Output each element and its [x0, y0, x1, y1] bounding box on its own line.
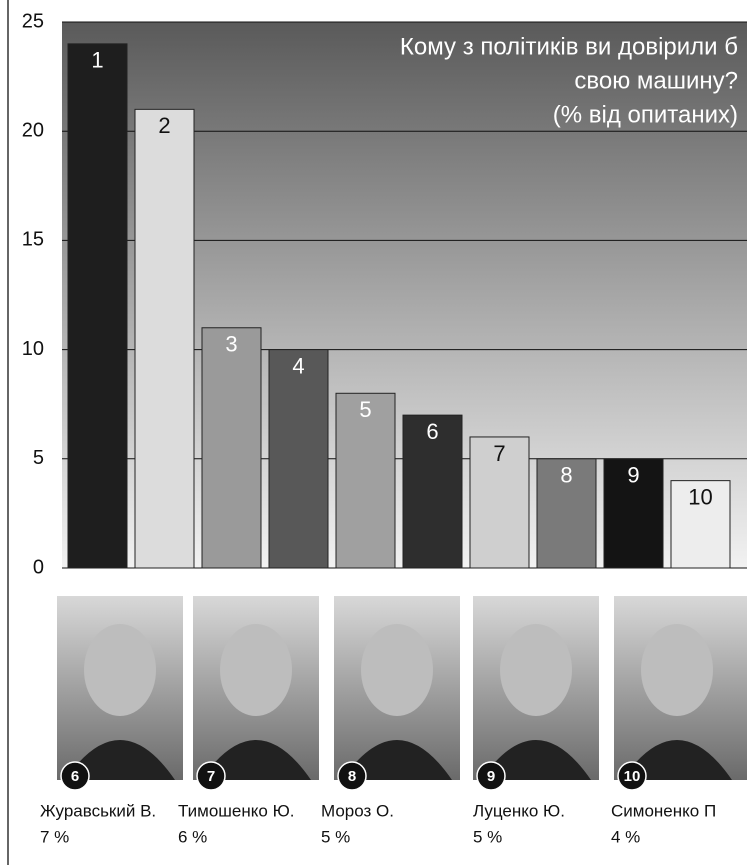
portrait-head: [641, 624, 713, 716]
y-tick-label: 25: [22, 10, 44, 32]
badge-number: 7: [207, 768, 215, 785]
person-share: 4 %: [611, 827, 640, 846]
photo-row: 6 Журавський В. 7 % 7 Тимошенко Ю. 6 % 8 Мороз …: [40, 596, 747, 846]
y-tick-label: 10: [22, 338, 44, 360]
badge-number: 8: [348, 768, 356, 785]
bar-label: 6: [426, 419, 438, 444]
portrait-head: [84, 624, 156, 716]
y-tick-label: 15: [22, 229, 44, 251]
bar-label: 3: [225, 332, 237, 357]
y-tick-label: 0: [33, 556, 44, 578]
bar: [202, 328, 261, 568]
person-name: Луценко Ю.: [473, 801, 565, 820]
y-tick-label: 5: [33, 447, 44, 469]
y-tick-label: 20: [22, 119, 44, 141]
portrait-head: [220, 624, 292, 716]
portrait-head: [500, 624, 572, 716]
bar-label: 7: [493, 441, 505, 466]
bar-label: 5: [359, 397, 371, 422]
person-name: Журавський В.: [40, 801, 156, 820]
bar-label: 8: [560, 463, 572, 488]
badge-number: 10: [624, 768, 641, 785]
bar-label: 10: [688, 484, 712, 509]
person-share: 5 %: [473, 827, 502, 846]
person-name: Симоненко П: [611, 801, 716, 820]
chart-title: свою машину?: [574, 67, 738, 94]
chart-title: Кому з політиків ви довірили б: [400, 33, 738, 60]
badge-number: 9: [487, 768, 495, 785]
bar: [135, 109, 194, 568]
badge-number: 6: [71, 768, 79, 785]
person-name: Мороз О.: [321, 801, 394, 820]
person-share: 7 %: [40, 827, 69, 846]
bar-label: 9: [627, 463, 639, 488]
bar: [269, 350, 328, 568]
bar-label: 4: [292, 353, 304, 378]
person-share: 6 %: [178, 827, 207, 846]
bar: [68, 44, 127, 568]
chart: 6 Журавський В. 7 % 7 Тимошенко Ю. 6 % 8 Мороз …: [0, 0, 747, 865]
bar-label: 2: [158, 113, 170, 138]
person-name: Тимошенко Ю.: [178, 801, 294, 820]
bar-label: 1: [91, 48, 103, 73]
person-share: 5 %: [321, 827, 350, 846]
portrait-head: [361, 624, 433, 716]
chart-title: (% від опитаних): [553, 101, 738, 128]
